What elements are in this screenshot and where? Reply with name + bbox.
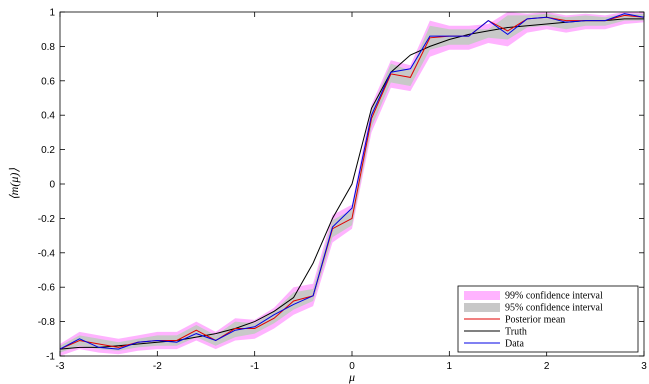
x-tick-label: -1: [250, 361, 259, 372]
y-tick-label: -0.6: [38, 283, 56, 294]
line-truth: [59, 18, 644, 350]
legend-label: Truth: [505, 327, 527, 338]
y-tick-label: 0.2: [41, 145, 55, 156]
y-tick-label: 1: [49, 8, 55, 19]
y-tick-label: 0.4: [41, 111, 55, 122]
legend-label: 95% confidence interval: [505, 303, 603, 314]
y-tick-label: -0.4: [38, 248, 56, 259]
legend-label: Data: [505, 339, 524, 350]
x-tick-label: -3: [56, 361, 65, 372]
x-tick-label: 3: [641, 361, 647, 372]
x-axis-label: μ: [348, 370, 355, 384]
y-axis-label: ⟨m(μ)⟩: [7, 168, 21, 200]
series-lines: [59, 13, 645, 350]
x-tick-label: 2: [544, 361, 550, 372]
y-ticks: -1 -0.8 -0.6 -0.4 -0.2 0 0.2 0.4 0.6 0.8 1: [38, 8, 644, 363]
legend-label: Posterior mean: [505, 315, 565, 326]
x-tick-label: -2: [153, 361, 162, 372]
y-tick-label: 0.8: [41, 42, 55, 53]
y-tick-label: 0: [49, 180, 55, 191]
y-tick-label: 0.6: [41, 76, 55, 87]
y-tick-label: -1: [46, 352, 55, 363]
x-tick-label: 0: [349, 361, 355, 372]
x-tick-label: 1: [447, 361, 453, 372]
legend-swatch: [464, 291, 500, 300]
y-tick-label: -0.8: [38, 317, 56, 328]
legend-label: 99% confidence interval: [505, 291, 603, 302]
legend-swatch: [464, 303, 500, 312]
line-data: [59, 13, 645, 350]
x-ticks: -3 -2 -1 0 1 2 3: [56, 12, 647, 372]
y-tick-label: -0.2: [38, 214, 56, 225]
